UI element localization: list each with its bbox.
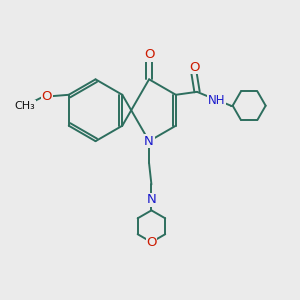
Text: O: O (42, 90, 52, 103)
Text: N: N (144, 135, 154, 148)
Text: O: O (189, 61, 200, 74)
Text: O: O (144, 48, 154, 61)
Text: O: O (146, 236, 157, 249)
Text: NH: NH (207, 94, 225, 107)
Text: CH₃: CH₃ (14, 101, 35, 111)
Text: N: N (147, 193, 156, 206)
